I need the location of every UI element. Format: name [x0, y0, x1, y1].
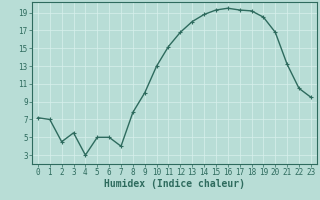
X-axis label: Humidex (Indice chaleur): Humidex (Indice chaleur)	[104, 179, 245, 189]
